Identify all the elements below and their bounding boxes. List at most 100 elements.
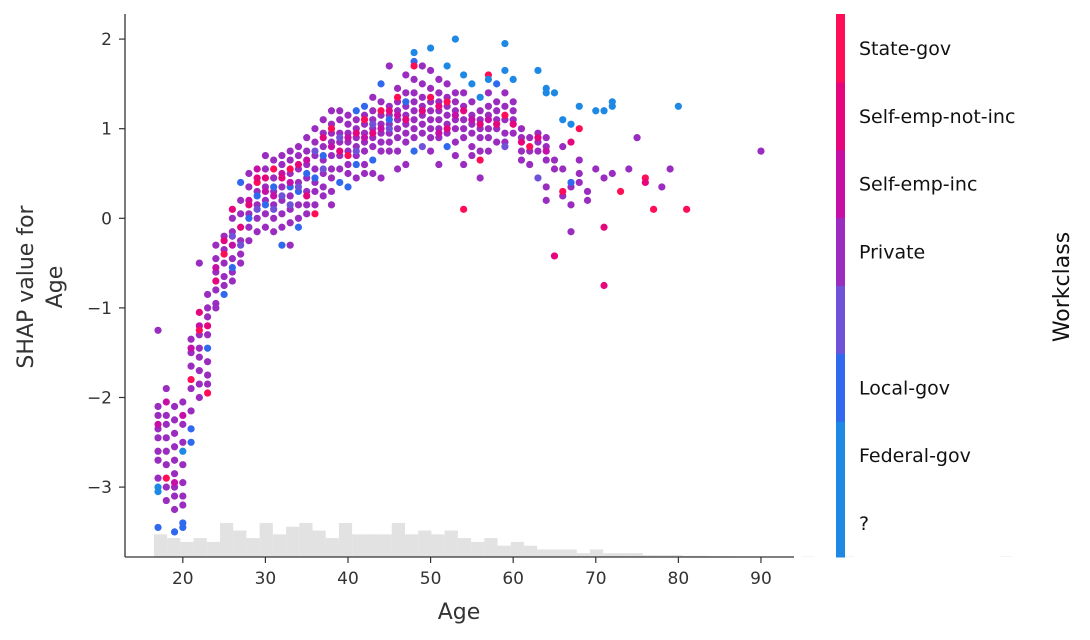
scatter-point (633, 134, 641, 142)
colorbar-segment (836, 421, 845, 490)
scatter-point (344, 120, 352, 128)
scatter-point (212, 304, 220, 312)
scatter-point (534, 134, 542, 142)
scatter-point (195, 259, 203, 267)
scatter-point (336, 147, 344, 155)
colorbar-label: State-gov (859, 38, 951, 60)
scatter-point (757, 147, 765, 155)
scatter-point (179, 461, 187, 469)
scatter-point (228, 232, 236, 240)
scatter-point (170, 492, 179, 500)
scatter-point (484, 125, 493, 133)
scatter-point (567, 120, 575, 128)
scatter-point (542, 134, 550, 142)
scatter-point (327, 143, 336, 151)
scatter-point (575, 125, 583, 133)
scatter-point (170, 479, 179, 487)
scatter-point (484, 75, 493, 84)
scatter-point (377, 80, 385, 88)
scatter-point (311, 138, 319, 146)
scatter-point (261, 165, 270, 173)
scatter-point (451, 35, 459, 43)
scatter-point (402, 98, 410, 106)
scatter-point (237, 178, 245, 187)
scatter-point (674, 102, 682, 110)
scatter-point (534, 174, 542, 182)
scatter-point (220, 259, 228, 267)
x-tick-label: 80 (668, 569, 690, 589)
colorbar-segment (836, 489, 845, 558)
colorbar-labels: ? Federal-gov Local-gov Private Self-emp-inc… (859, 38, 1015, 535)
scatter-point (418, 93, 426, 101)
scatter-point (179, 398, 187, 406)
scatter-point (476, 120, 484, 128)
scatter-point (542, 89, 550, 97)
scatter-point (460, 107, 468, 115)
scatter-point (534, 66, 542, 75)
scatter-point (228, 277, 236, 285)
scatter-point (542, 196, 550, 204)
colorbar-label: Self-emp-not-inc (859, 106, 1015, 128)
scatter-point (567, 201, 575, 209)
scatter-point (344, 169, 352, 178)
scatter-point (426, 84, 435, 92)
scatter-point (460, 125, 468, 133)
scatter-point (542, 156, 550, 164)
scatter-point (418, 120, 426, 128)
scatter-point (435, 75, 443, 84)
scatter-point (575, 178, 583, 187)
scatter-point (245, 214, 253, 222)
scatter-point (426, 66, 435, 75)
y-tick-label: −2 (87, 389, 112, 409)
scatter-point (220, 290, 228, 299)
scatter-point (484, 116, 493, 124)
y-tick-label: 1 (101, 120, 112, 140)
scatter-point (319, 192, 327, 200)
scatter-point (212, 241, 220, 249)
scatter-point (402, 89, 410, 97)
scatter-point (484, 102, 493, 110)
scatter-point (170, 505, 179, 514)
histogram-bar (642, 555, 657, 557)
scatter-point (410, 75, 418, 84)
histogram-bar (510, 541, 524, 557)
scatter-point (393, 84, 402, 92)
scatter-point (377, 125, 385, 133)
histogram-bar (365, 534, 379, 557)
scatter-point (534, 147, 542, 155)
scatter-point (327, 165, 336, 173)
scatter-point (245, 201, 253, 209)
scatter-point (294, 223, 303, 231)
scatter-point (303, 156, 311, 164)
scatter-point (237, 210, 245, 218)
scatter-point (476, 107, 484, 115)
scatter-point (410, 134, 418, 142)
scatter-point (575, 169, 583, 178)
y-tick-label: −3 (87, 478, 112, 498)
scatter-point (203, 389, 212, 397)
age-histogram (153, 523, 1013, 557)
scatter-point (476, 93, 484, 101)
scatter-point (476, 147, 484, 155)
scatter-point (369, 93, 377, 101)
scatter-point (443, 80, 451, 88)
histogram-bar (338, 523, 353, 557)
x-tick-label: 30 (255, 569, 277, 589)
scatter-point (484, 134, 493, 142)
scatter-point (476, 174, 484, 182)
scatter-point (360, 147, 369, 155)
histogram-bar (603, 553, 617, 557)
histogram-bar (153, 534, 168, 557)
scatter-point (385, 107, 393, 115)
scatter-point (245, 237, 253, 245)
scatter-point (286, 147, 294, 155)
histogram-bar (656, 555, 670, 557)
scatter-point (410, 89, 418, 97)
scatter-point (592, 107, 600, 115)
scatter-point (509, 107, 517, 115)
scatter-point (567, 138, 575, 146)
scatter-point (493, 80, 501, 88)
scatter-point (286, 241, 294, 249)
scatter-point (228, 255, 236, 263)
y-tick-label: −1 (87, 299, 112, 319)
